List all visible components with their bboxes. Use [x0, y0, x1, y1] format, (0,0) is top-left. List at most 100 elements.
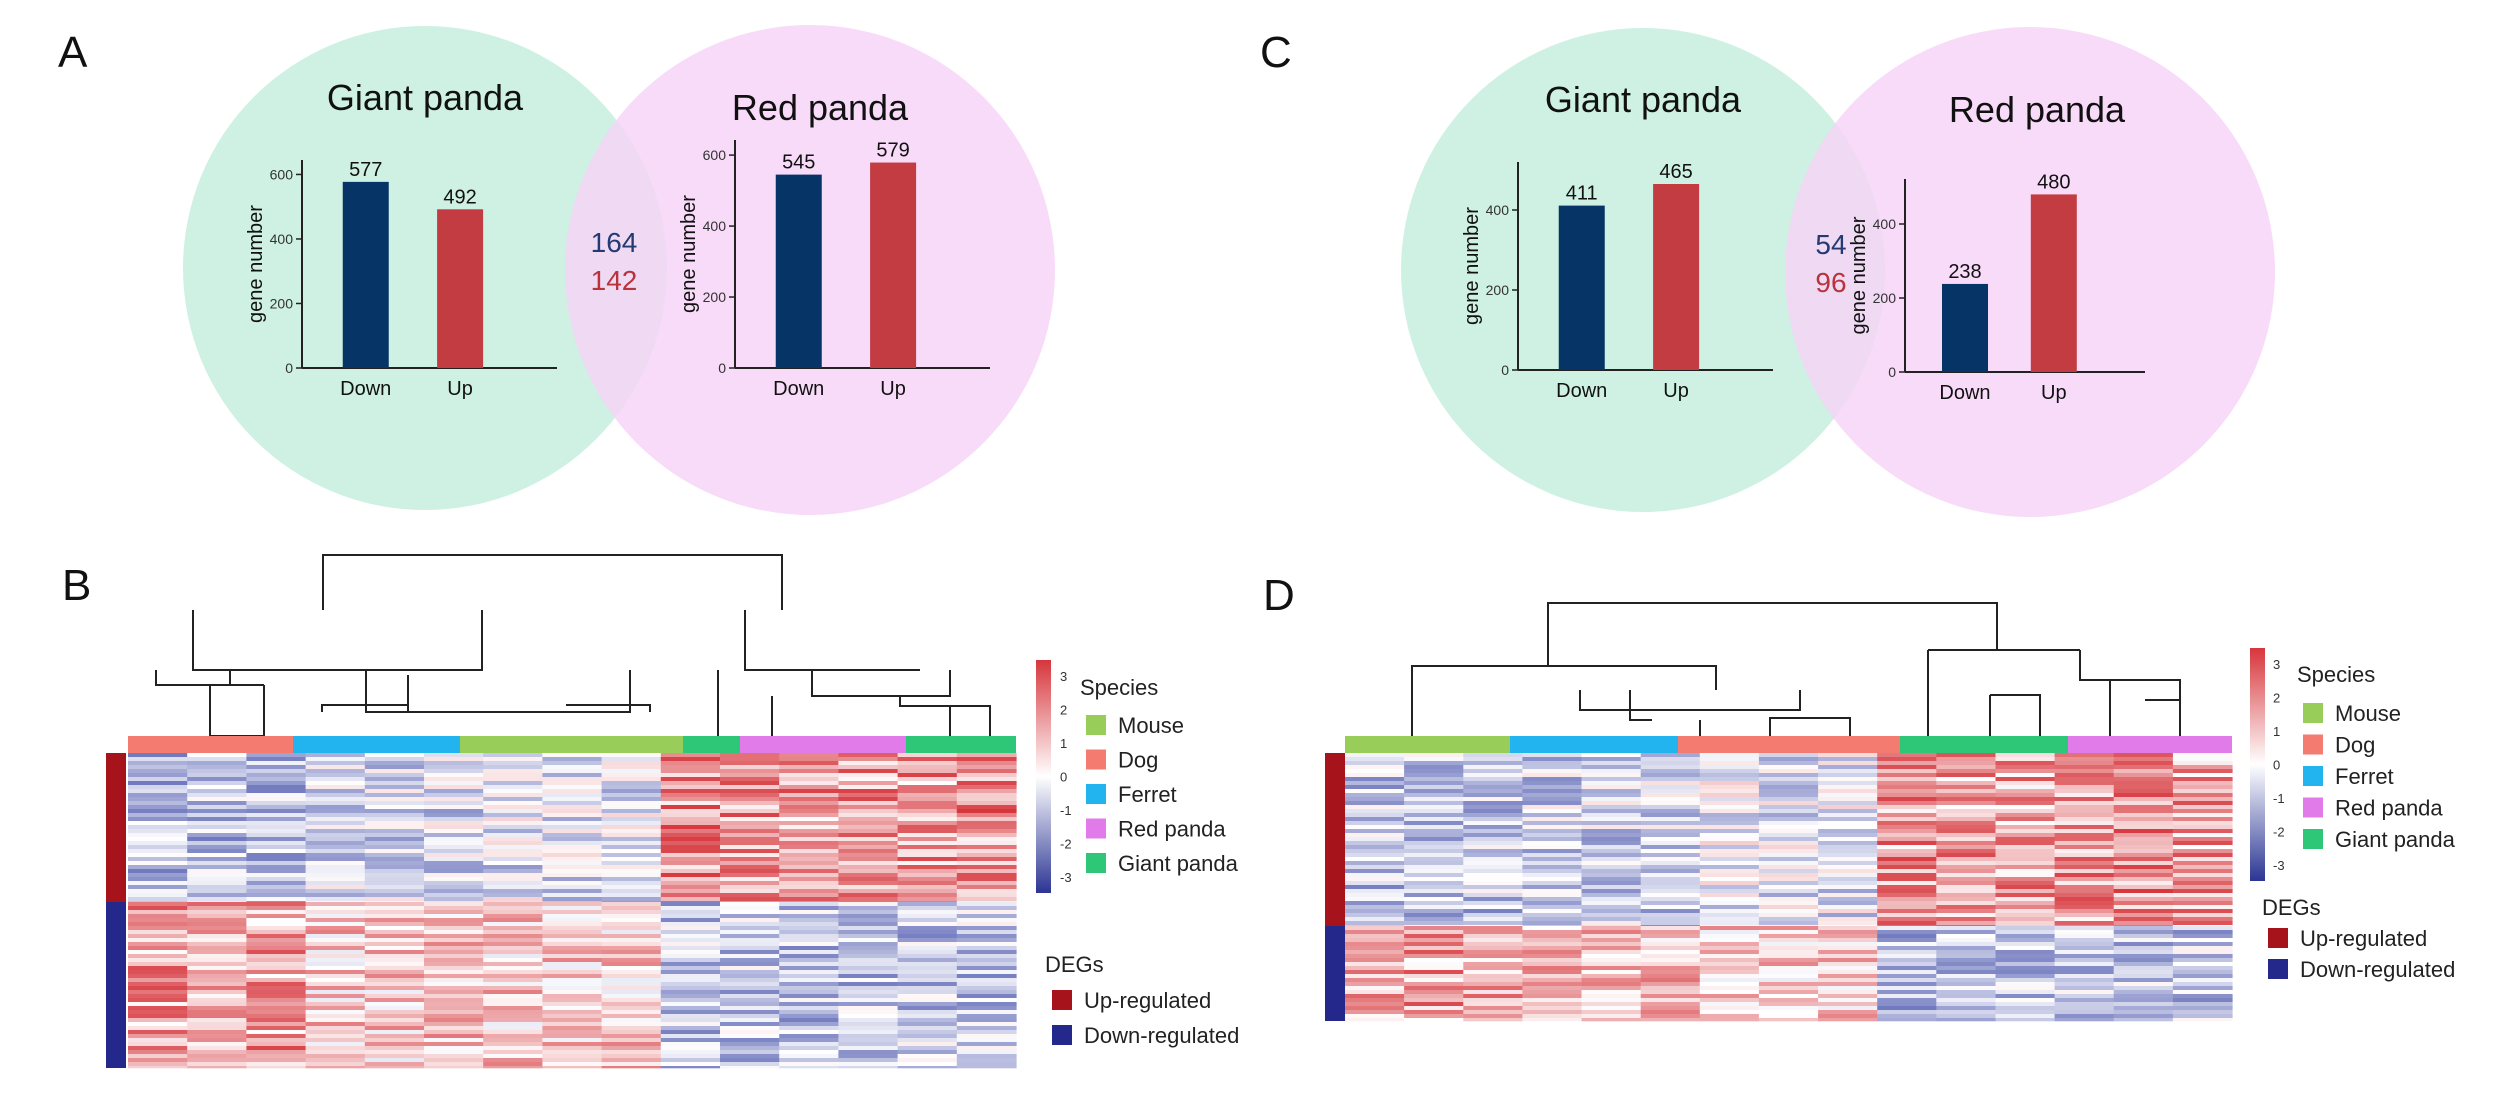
- venn-c-red-panda-circle: [1785, 27, 2275, 517]
- heatmap-cell: [1463, 865, 1523, 870]
- heatmap-cell: [128, 797, 188, 802]
- heatmap-cell: [720, 1006, 780, 1011]
- heatmap-cell: [1877, 998, 1937, 1003]
- heatmap-cell: [187, 922, 247, 927]
- heatmap-cell: [483, 809, 543, 814]
- heatmap-cell: [483, 1022, 543, 1027]
- heatmap-cell: [1640, 905, 1701, 910]
- heatmap-cell: [956, 841, 1017, 846]
- heatmap-cell: [246, 902, 307, 907]
- heatmap-cell: [956, 833, 1017, 838]
- heatmap-cell: [1758, 925, 1819, 927]
- heatmap-cell: [128, 954, 188, 959]
- heatmap-cell: [838, 765, 899, 770]
- heatmap-cell: [2113, 877, 2174, 882]
- heatmap-cell: [601, 797, 662, 802]
- heatmap-cell: [2172, 769, 2233, 774]
- heatmap-cell: [1581, 978, 1642, 983]
- heatmap-cell: [956, 817, 1017, 822]
- heatmap-cell: [305, 1046, 366, 1051]
- heatmap-cell: [779, 918, 839, 923]
- heatmap-cell: [483, 982, 543, 987]
- heatmap-cell: [128, 773, 188, 778]
- heatmap-cell: [1877, 845, 1937, 850]
- heatmap-cell: [1699, 813, 1760, 818]
- heatmap-cell: [1936, 889, 1996, 894]
- heatmap-cell: [1995, 994, 2056, 999]
- heatmap-cell: [246, 978, 307, 983]
- heatmap-cell: [2054, 934, 2115, 939]
- heatmap-cell: [1818, 889, 1878, 894]
- heatmap-cell: [601, 1030, 662, 1035]
- heatmap-cell: [897, 761, 958, 766]
- heatmap-cell: [838, 829, 899, 834]
- heatmap-cell: [897, 845, 958, 850]
- heatmap-cell: [2113, 921, 2174, 926]
- heatmap-cell: [187, 797, 247, 802]
- heatmap-cell: [1818, 982, 1878, 987]
- heatmap-cell: [1877, 962, 1937, 967]
- heatmap-cell: [305, 781, 366, 786]
- heatmap-cell: [1699, 753, 1760, 758]
- heatmap-cell: [187, 1038, 247, 1043]
- heatmap-cell: [2172, 857, 2233, 862]
- heatmap-b-cells: [106, 736, 1017, 1069]
- heatmap-cell: [897, 962, 958, 967]
- heatmap-cell: [956, 825, 1017, 830]
- heatmap-cell: [424, 958, 484, 963]
- heatmap-cell: [128, 1058, 188, 1063]
- heatmap-cell: [779, 849, 839, 854]
- heatmap-cell: [2113, 893, 2174, 898]
- heatmap-cell: [897, 785, 958, 790]
- heatmap-cell: [2172, 982, 2233, 987]
- heatmap-cell: [364, 897, 425, 902]
- heatmap-cell: [2172, 897, 2233, 902]
- heatmap-cell: [1699, 998, 1760, 1003]
- heatmap-cell: [483, 1038, 543, 1043]
- heatmap-cell: [364, 986, 425, 991]
- heatmap-cell: [305, 785, 366, 790]
- heatmap-cell: [305, 990, 366, 995]
- heatmap-cell: [1877, 913, 1937, 918]
- y-axis-label: gene number: [1461, 207, 1483, 325]
- bar-down: [1942, 283, 1988, 372]
- heatmap-cell: [1877, 849, 1937, 854]
- heatmap-cell: [779, 950, 839, 955]
- heatmap-cell: [187, 769, 247, 774]
- heatmap-cell: [1640, 913, 1701, 918]
- heatmap-cell: [1345, 813, 1405, 818]
- heatmap-cell: [542, 889, 603, 894]
- heatmap-cell: [2113, 934, 2174, 939]
- y-tick-label: 200: [703, 289, 727, 305]
- x-tick-label: Down: [1939, 382, 1990, 404]
- heatmap-cell: [956, 785, 1017, 790]
- heatmap-cell: [1404, 982, 1464, 987]
- heatmap-cell: [305, 918, 366, 923]
- heatmap-cell: [305, 901, 366, 903]
- panel-label-b: B: [62, 561, 91, 610]
- heatmap-cell: [660, 906, 721, 911]
- heatmap-cell: [897, 1010, 958, 1015]
- heatmap-cell: [483, 1014, 543, 1019]
- heatmap-cell: [660, 801, 721, 806]
- heatmap-cell: [720, 934, 780, 939]
- heatmap-cell: [424, 873, 484, 878]
- heatmap-cell: [1581, 974, 1642, 979]
- heatmap-cell: [483, 918, 543, 923]
- heatmap-cell: [246, 797, 307, 802]
- heatmap-cell: [364, 753, 425, 758]
- heatmap-cell: [1758, 865, 1819, 870]
- heatmap-cell: [660, 789, 721, 794]
- heatmap-cell: [1818, 857, 1878, 862]
- heatmap-cell: [1581, 793, 1642, 798]
- heatmap-cell: [660, 773, 721, 778]
- heatmap-cell: [956, 1058, 1017, 1063]
- heatmap-cell: [838, 962, 899, 967]
- heatmap-cell: [1463, 958, 1523, 963]
- heatmap-cell: [2172, 917, 2233, 922]
- heatmap-cell: [128, 861, 188, 866]
- heatmap-cell: [2113, 769, 2174, 774]
- heatmap-cell: [1699, 901, 1760, 906]
- heatmap-cell: [779, 938, 839, 943]
- heatmap-cell: [2054, 909, 2115, 914]
